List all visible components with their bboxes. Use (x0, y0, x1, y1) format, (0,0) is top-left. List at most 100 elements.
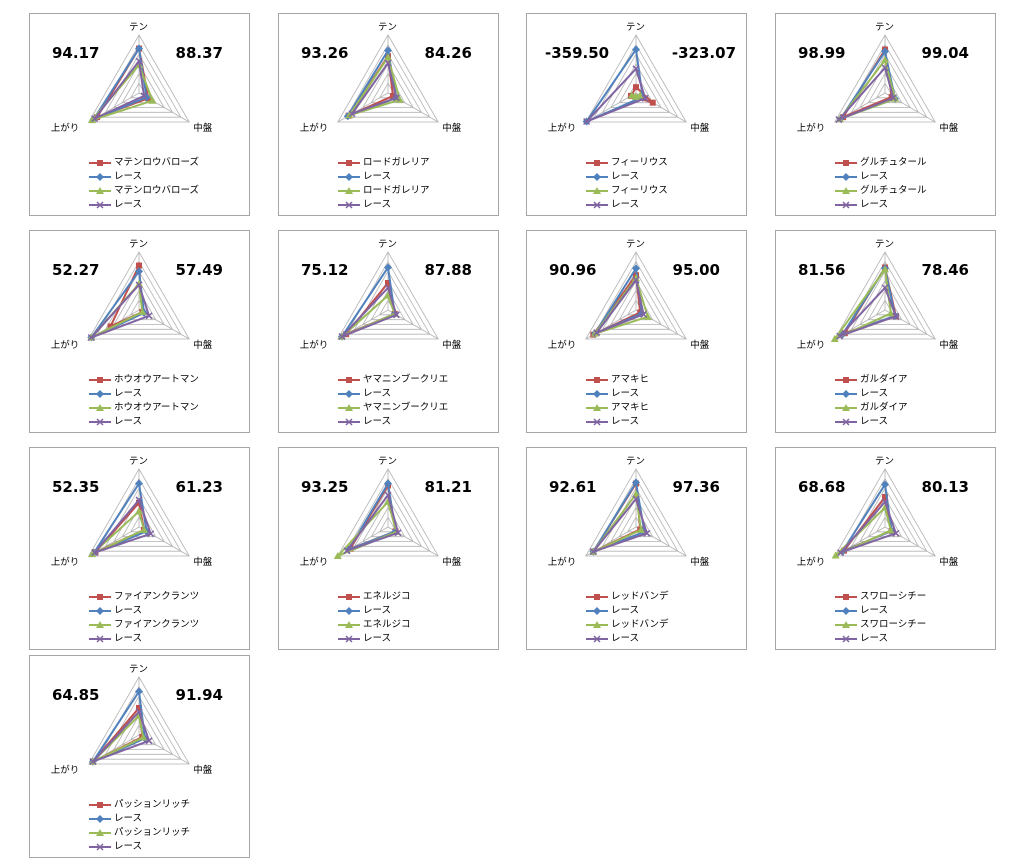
legend-entry: ホウオウアートマン (88, 401, 199, 415)
data-point (831, 551, 840, 559)
data-point (136, 704, 142, 711)
grid-ring (842, 477, 928, 552)
legend-swatch (89, 390, 111, 398)
legend-entry: エネルジコ (337, 590, 411, 604)
data-point (632, 264, 640, 273)
legend-label: マテンロウバローズ (114, 157, 200, 168)
left-value: 98.99 (798, 44, 846, 62)
legend-entry: レース (834, 387, 908, 401)
legend-swatch (586, 201, 608, 209)
radar-plot (88, 468, 190, 558)
grid-ring (834, 468, 936, 557)
series-line (91, 510, 146, 556)
axis-label-agari: 上がり (299, 123, 329, 134)
legend-swatch (835, 377, 857, 383)
right-value: 80.13 (921, 478, 969, 496)
grid-ring (88, 468, 190, 557)
axis-label-ten: テン (129, 456, 149, 467)
legend-entry: レース (88, 840, 190, 854)
data-point (881, 480, 889, 489)
legend-marker (345, 404, 353, 411)
legend-swatch (338, 607, 360, 615)
data-point (649, 99, 656, 106)
series-line (91, 714, 145, 763)
legend-marker (96, 187, 104, 194)
right-value: -323.07 (671, 44, 736, 62)
data-point (891, 94, 900, 102)
legend-label: レース (363, 171, 392, 182)
grid-ring (362, 63, 414, 108)
axis-label-ten: テン (129, 22, 149, 33)
data-point (147, 530, 155, 538)
legend-swatch (586, 160, 608, 166)
legend-label: レース (114, 388, 143, 399)
legend-swatch (835, 187, 857, 194)
data-point (632, 45, 640, 54)
legend-label: レース (363, 416, 392, 427)
legend-label: ロードガレリア (363, 157, 430, 168)
radar-chart-panel: テン 中盤 上がり 98.99 99.04 グルチュタール レース グルチュタール レース (775, 13, 996, 216)
legend-marker (593, 173, 601, 181)
grid-ring (113, 497, 165, 542)
legend-swatch (835, 390, 857, 398)
legend: エネルジコ レース エネルジコ レース (337, 590, 411, 646)
grid-ring (113, 280, 165, 325)
left-value: 52.35 (52, 478, 100, 496)
legend-marker (842, 404, 850, 411)
grid-ring (585, 251, 687, 340)
data-point (384, 46, 392, 55)
legend-marker (97, 594, 103, 600)
grid-ring (104, 487, 174, 547)
legend-marker (345, 201, 353, 209)
data-point (632, 276, 640, 284)
legend-entry: レース (88, 198, 199, 212)
radar-plot (88, 676, 190, 766)
radar-chart-panel: テン 中盤 上がり -359.50 -323.07 フィーリウス レース フィーリウス レース (526, 13, 747, 216)
radar-plot (87, 251, 190, 342)
legend-entry: フィーリウス (585, 156, 668, 170)
data-point (593, 329, 601, 337)
data-point (881, 498, 889, 506)
data-point (394, 529, 402, 537)
legend-label: レース (611, 199, 640, 210)
legend-label: アマキヒ (611, 374, 650, 385)
legend-entry: レース (834, 632, 926, 646)
legend-label: マテンロウバローズ (114, 185, 200, 196)
data-point (892, 312, 900, 320)
legend-marker (346, 160, 352, 166)
left-value: 64.85 (52, 686, 100, 704)
data-point (589, 548, 597, 556)
series-line (93, 498, 152, 554)
legend-label: レース (860, 633, 889, 644)
right-value: 57.49 (175, 261, 223, 279)
legend-label: レース (860, 199, 889, 210)
legend-label: レース (114, 633, 143, 644)
legend-entry: レース (337, 198, 430, 212)
series-line (348, 56, 401, 117)
grid-ring (585, 34, 687, 123)
data-point (632, 274, 640, 282)
legend-entry: グルチュタール (834, 156, 927, 170)
legend-entry: レース (337, 632, 411, 646)
right-value: 87.88 (424, 261, 472, 279)
legend-marker (842, 187, 850, 194)
data-point (632, 490, 640, 498)
legend: グルチュタール レース グルチュタール レース (834, 156, 927, 212)
legend-entry: ファイアンクランツ (88, 590, 199, 604)
grid-ring (345, 477, 431, 552)
right-value: 95.00 (672, 261, 720, 279)
data-point (390, 92, 397, 99)
legend-label: レース (363, 199, 392, 210)
legend-label: ガルダイア (860, 402, 908, 413)
series-line (336, 500, 398, 557)
left-value: 90.96 (549, 261, 597, 279)
legend-swatch (89, 418, 111, 426)
legend-entry: レース (585, 170, 668, 184)
legend-marker (345, 173, 353, 181)
axis-label-chuban: 中盤 (193, 123, 213, 134)
legend-entry: アマキヒ (585, 401, 649, 415)
radar-chart-panel: テン 中盤 上がり 93.26 84.26 ロードガレリア レース ロードガレリア レース (278, 13, 499, 216)
data-point (892, 529, 900, 537)
radar-plot (333, 468, 439, 559)
legend-marker (96, 418, 104, 426)
